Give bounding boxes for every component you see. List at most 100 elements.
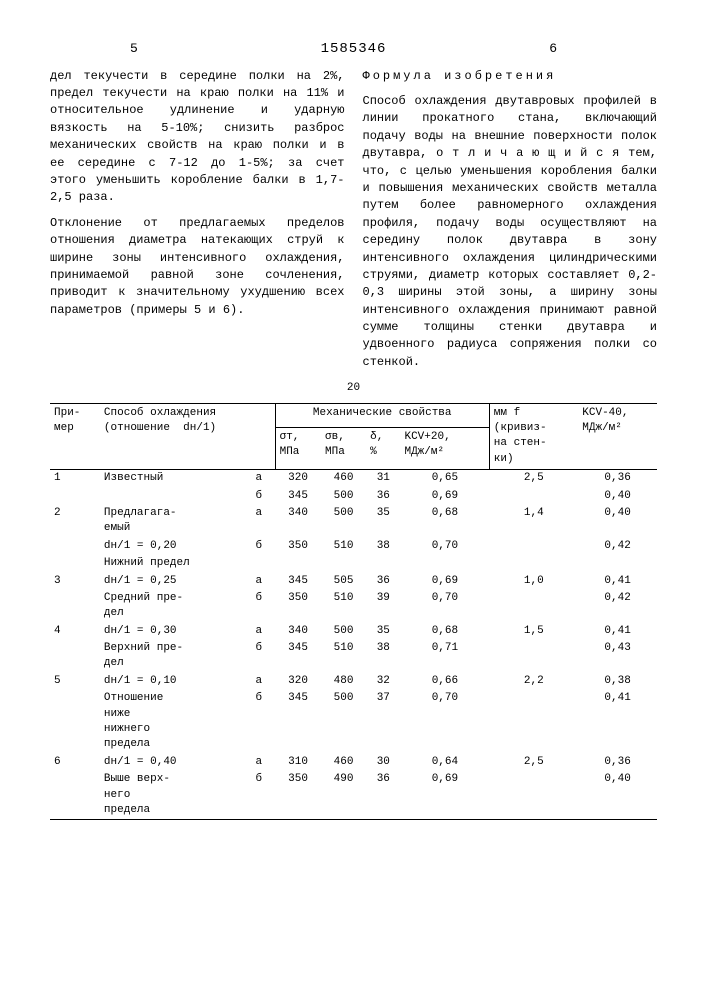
cell-k40: 0,42 bbox=[578, 538, 657, 555]
cell-sub: а bbox=[252, 754, 276, 771]
cell-method: Средний пре- дел bbox=[100, 590, 252, 623]
cell-d: 31 bbox=[366, 470, 400, 488]
cell-st: 320 bbox=[275, 470, 321, 488]
cell-n bbox=[50, 590, 100, 623]
cell-d: 38 bbox=[366, 640, 400, 673]
page-header: 5 1585346 6 bbox=[50, 40, 657, 60]
cell-d: 36 bbox=[366, 488, 400, 505]
cell-sub: а bbox=[252, 673, 276, 690]
cell-k20: 0,69 bbox=[400, 488, 489, 505]
cell-mmf bbox=[489, 488, 578, 505]
cell-sub: б bbox=[252, 590, 276, 623]
cell-st: 320 bbox=[275, 673, 321, 690]
cell-st: 310 bbox=[275, 754, 321, 771]
cell-method: dн/1 = 0,10 bbox=[100, 673, 252, 690]
cell-n bbox=[50, 690, 100, 754]
cell-sb: 510 bbox=[321, 640, 366, 673]
cell-k20: 0,70 bbox=[400, 538, 489, 555]
cell-mmf: 1,5 bbox=[489, 623, 578, 640]
cell-n: 4 bbox=[50, 623, 100, 640]
left-paragraph-1: дел текучести в середине полки на 2%, пр… bbox=[50, 68, 345, 207]
page-number-right: 6 bbox=[549, 40, 557, 58]
cell-st: 340 bbox=[275, 505, 321, 538]
cell-mmf bbox=[489, 640, 578, 673]
cell-sub: а bbox=[252, 470, 276, 488]
cell-n: 1 bbox=[50, 470, 100, 488]
cell-mmf bbox=[489, 538, 578, 555]
cell-d: 39 bbox=[366, 590, 400, 623]
cell-d: 37 bbox=[366, 690, 400, 754]
cell-k40: 0,36 bbox=[578, 470, 657, 488]
left-paragraph-2: Отклонение от предлагаемых пределов отно… bbox=[50, 215, 345, 319]
cell-k40 bbox=[578, 555, 657, 572]
cell-sub: а bbox=[252, 573, 276, 590]
cell-st: 350 bbox=[275, 771, 321, 820]
cell-d: 38 bbox=[366, 538, 400, 555]
cell-sb: 460 bbox=[321, 754, 366, 771]
cell-d bbox=[366, 555, 400, 572]
table-row: Средний пре- делб350510390,700,42 bbox=[50, 590, 657, 623]
cell-method: dн/1 = 0,40 bbox=[100, 754, 252, 771]
cell-sub: б bbox=[252, 771, 276, 820]
table-row: 5dн/1 = 0,10а320480320,662,20,38 bbox=[50, 673, 657, 690]
cell-k20: 0,69 bbox=[400, 771, 489, 820]
left-column: дел текучести в середине полки на 2%, пр… bbox=[50, 68, 345, 380]
cell-sb: 500 bbox=[321, 690, 366, 754]
col-mech-group: Механические свойства bbox=[275, 403, 489, 427]
col-kcv20: KCV+20, МДж/м² bbox=[400, 427, 489, 469]
cell-sb: 500 bbox=[321, 623, 366, 640]
two-column-text: дел текучести в середине полки на 2%, пр… bbox=[50, 68, 657, 380]
cell-n: 2 bbox=[50, 505, 100, 538]
cell-mmf: 2,5 bbox=[489, 470, 578, 488]
cell-mmf bbox=[489, 771, 578, 820]
cell-sub: б bbox=[252, 690, 276, 754]
cell-mmf: 2,2 bbox=[489, 673, 578, 690]
table-row: Верхний пре- делб345510380,710,43 bbox=[50, 640, 657, 673]
cell-d: 30 bbox=[366, 754, 400, 771]
cell-k40: 0,40 bbox=[578, 771, 657, 820]
cell-mmf: 2,5 bbox=[489, 754, 578, 771]
table-row: 4dн/1 = 0,30а340500350,681,50,41 bbox=[50, 623, 657, 640]
cell-k20: 0,66 bbox=[400, 673, 489, 690]
cell-mmf: 1,4 bbox=[489, 505, 578, 538]
cell-method: dн/1 = 0,30 bbox=[100, 623, 252, 640]
cell-k20: 0,70 bbox=[400, 690, 489, 754]
cell-mmf bbox=[489, 690, 578, 754]
cell-k40: 0,36 bbox=[578, 754, 657, 771]
cell-sb: 460 bbox=[321, 470, 366, 488]
table-row: б345500360,690,40 bbox=[50, 488, 657, 505]
cell-sb: 480 bbox=[321, 673, 366, 690]
cell-k20: 0,65 bbox=[400, 470, 489, 488]
cell-n: 5 bbox=[50, 673, 100, 690]
document-number: 1585346 bbox=[50, 40, 657, 60]
cell-n: 3 bbox=[50, 573, 100, 590]
cell-method: Нижний предел bbox=[100, 555, 252, 572]
cell-method bbox=[100, 488, 252, 505]
cell-k40: 0,40 bbox=[578, 488, 657, 505]
cell-d: 36 bbox=[366, 771, 400, 820]
cell-sb: 500 bbox=[321, 505, 366, 538]
cell-k20 bbox=[400, 555, 489, 572]
cell-st: 350 bbox=[275, 538, 321, 555]
cell-sb: 490 bbox=[321, 771, 366, 820]
cell-st: 345 bbox=[275, 690, 321, 754]
cell-sb bbox=[321, 555, 366, 572]
table-row: Отношение ниже нижнего пределаб345500370… bbox=[50, 690, 657, 754]
table-row: 1Известныйа320460310,652,50,36 bbox=[50, 470, 657, 488]
table-row: Выше верх- него пределаб350490360,690,40 bbox=[50, 771, 657, 820]
cell-k40: 0,43 bbox=[578, 640, 657, 673]
cell-d: 35 bbox=[366, 505, 400, 538]
cell-n bbox=[50, 555, 100, 572]
cell-mmf bbox=[489, 555, 578, 572]
col-primer: При- мер bbox=[50, 403, 100, 470]
cell-k20: 0,64 bbox=[400, 754, 489, 771]
cell-st bbox=[275, 555, 321, 572]
cell-sub: а bbox=[252, 623, 276, 640]
cell-n bbox=[50, 640, 100, 673]
cell-sub: б bbox=[252, 488, 276, 505]
cell-method: Отношение ниже нижнего предела bbox=[100, 690, 252, 754]
cell-d: 35 bbox=[366, 623, 400, 640]
cell-st: 340 bbox=[275, 623, 321, 640]
right-paragraph-1: Способ охлаждения двутавровых профилей в… bbox=[363, 93, 658, 371]
cell-sb: 510 bbox=[321, 590, 366, 623]
